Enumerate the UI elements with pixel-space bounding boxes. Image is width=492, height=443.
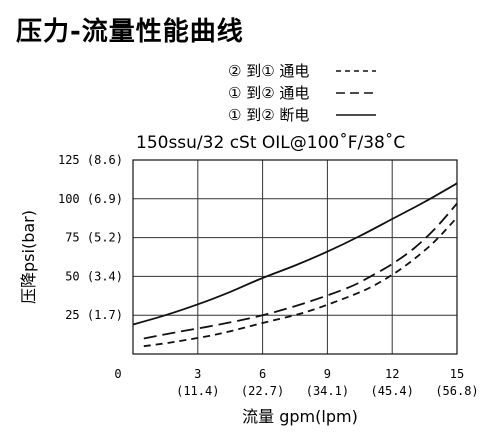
x-tick-sublabel-0: (11.4) [176,384,219,398]
plot-frame [132,159,458,355]
x-tick-label-0: 3 [194,367,201,381]
y-tick-label-1: 50 (3.4) [65,269,123,283]
x-tick-label-2: 9 [324,367,331,381]
y-tick-label-4: 125 (8.6) [58,153,123,167]
y-axis-label: 压降psi(bar) [19,210,38,304]
x-tick-sublabel-1: (22.7) [241,384,284,398]
legend-label-2: ① 到② 断电 [228,106,309,124]
legend-label-1: ① 到② 通电 [228,84,309,102]
y-tick-label-2: 75 (5.2) [65,231,123,245]
series-line-0 [143,216,458,348]
x-tick-label-3: 12 [385,367,399,381]
series-line-1 [143,202,458,340]
x-tick-label-4: 15 [450,367,464,381]
tick-labels: 3 (11.4) 6 (22.7) 9 (34.1) 12 (45.4) 15 (56.8) 25 … [58,153,479,398]
x-tick-label-1: 6 [259,367,266,381]
series-line-2 [132,182,458,326]
grid [133,160,457,354]
legend-label-0: ② 到① 通电 [228,62,309,80]
series-lines [132,182,458,348]
y-tick-label-3: 100 (6.9) [58,192,123,206]
origin-label: 0 [114,367,121,381]
x-tick-sublabel-3: (45.4) [371,384,414,398]
chart-title: 压力-流量性能曲线 [16,16,244,47]
x-tick-sublabel-2: (34.1) [306,384,349,398]
y-tick-label-0: 25 (1.7) [65,308,123,322]
chart-subtitle: 150ssu/32 cSt OIL@100˚F/38˚C [136,132,405,153]
x-axis-label: 流量 gpm(lpm) [242,407,358,426]
x-tick-sublabel-4: (56.8) [435,384,478,398]
legend: ② 到① 通电 ① 到② 通电 ① 到② 断电 [228,62,376,124]
